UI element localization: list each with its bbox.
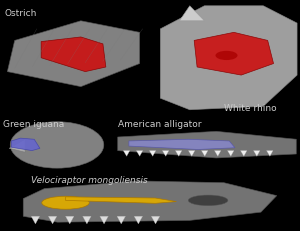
Polygon shape xyxy=(149,151,156,156)
Polygon shape xyxy=(241,151,247,156)
Polygon shape xyxy=(23,181,277,222)
Polygon shape xyxy=(118,131,296,158)
Polygon shape xyxy=(254,151,260,156)
Ellipse shape xyxy=(10,122,104,168)
Text: Green iguana: Green iguana xyxy=(3,120,65,129)
Polygon shape xyxy=(83,216,91,224)
Polygon shape xyxy=(266,151,273,156)
Polygon shape xyxy=(65,216,74,224)
Text: Velociraptor mongoliensis: Velociraptor mongoliensis xyxy=(31,176,148,185)
Polygon shape xyxy=(134,216,142,224)
Polygon shape xyxy=(129,139,235,149)
Polygon shape xyxy=(176,151,182,156)
Ellipse shape xyxy=(42,196,89,209)
Polygon shape xyxy=(162,151,169,156)
Polygon shape xyxy=(160,6,297,110)
Polygon shape xyxy=(227,151,234,156)
Polygon shape xyxy=(48,216,57,224)
Polygon shape xyxy=(179,6,205,21)
Polygon shape xyxy=(201,151,208,156)
Polygon shape xyxy=(151,216,160,224)
Polygon shape xyxy=(117,216,125,224)
Polygon shape xyxy=(9,139,25,152)
Polygon shape xyxy=(8,21,140,87)
Text: Ostrich: Ostrich xyxy=(4,9,37,18)
Polygon shape xyxy=(188,151,195,156)
Polygon shape xyxy=(31,216,40,224)
Polygon shape xyxy=(123,151,130,156)
Polygon shape xyxy=(194,32,274,75)
Polygon shape xyxy=(214,151,221,156)
Text: American alligator: American alligator xyxy=(118,120,201,129)
Ellipse shape xyxy=(215,51,238,60)
Text: White rhino: White rhino xyxy=(224,104,276,113)
Ellipse shape xyxy=(188,195,228,206)
Polygon shape xyxy=(100,216,108,224)
Polygon shape xyxy=(136,151,143,156)
Polygon shape xyxy=(41,37,106,72)
Polygon shape xyxy=(65,197,176,203)
Polygon shape xyxy=(11,138,40,151)
